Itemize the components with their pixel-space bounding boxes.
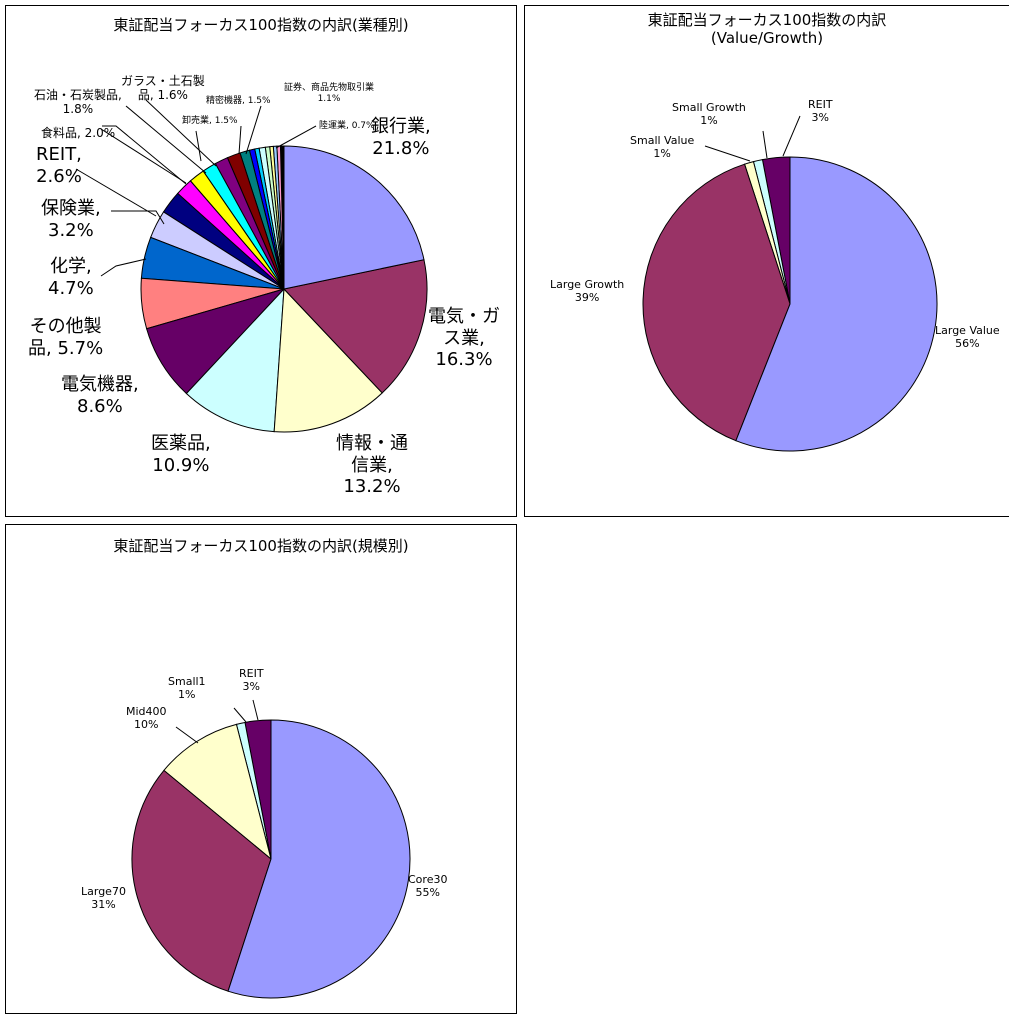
pie-slice: [227, 719, 411, 999]
label-securities: 証券、商品先物取引業 1.1%: [284, 83, 375, 104]
label-reit: REIT 3%: [239, 667, 264, 694]
pie-slice: [131, 769, 272, 992]
label-wholesale: 卸売業, 1.5%: [182, 116, 238, 126]
chart-title: 東証配当フォーカス100指数の内訳(規模別): [113, 537, 409, 555]
chart-title: 東証配当フォーカス100指数の内訳(業種別): [113, 16, 409, 34]
pie-slice: [273, 287, 383, 433]
label-small1: Small1 1%: [168, 675, 206, 702]
label-foods: 食料品, 2.0%: [41, 126, 116, 140]
label-chemicals: 化学, 4.7%: [48, 256, 94, 299]
pie-slice: [642, 163, 791, 442]
label-large-growth: Large Growth 39%: [550, 278, 625, 305]
label-small-value: Small Value 1%: [630, 134, 695, 161]
pie-slice: [283, 259, 428, 394]
pie-slice: [283, 145, 425, 290]
label-reit: REIT 3%: [808, 98, 833, 125]
pie-industry: [75, 99, 428, 433]
label-pharma: 医薬品, 10.9%: [151, 433, 211, 476]
label-mid400: Mid400 10%: [126, 705, 167, 732]
chart-value-growth: 東証配当フォーカス100指数の内訳 (Value/Growth) Large V…: [524, 5, 1009, 517]
label-electric-gas: 電気・ガ ス業, 16.3%: [428, 306, 500, 371]
pie-size: [131, 699, 411, 999]
chart-title: 東証配当フォーカス100指数の内訳 (Value/Growth): [647, 11, 887, 47]
chart-industry: 東証配当フォーカス100指数の内訳(業種別) 銀行業, 21.8% 電気・ガ ス…: [5, 5, 517, 517]
chart-size: 東証配当フォーカス100指数の内訳(規模別) Core30 55% Large7…: [5, 524, 517, 1014]
label-glass: ガラス・土石製 品, 1.6%: [121, 74, 205, 103]
label-precision: 精密機器, 1.5%: [206, 96, 271, 106]
label-large-value: Large Value 56%: [935, 324, 1000, 351]
leader-lines: [75, 99, 317, 277]
label-reit: REIT, 2.6%: [36, 144, 82, 187]
label-bank: 銀行業, 21.8%: [371, 116, 431, 159]
label-land-transport: 陸運業, 0.7%: [319, 121, 375, 131]
pie-slice: [735, 156, 938, 452]
pie-slice: [185, 287, 285, 433]
label-oil-coal: 石油・石炭製品, 1.8%: [34, 88, 122, 117]
label-electric-equip: 電気機器, 8.6%: [61, 374, 139, 417]
pie-value-growth: [642, 115, 938, 452]
label-large70: Large70 31%: [81, 885, 126, 912]
label-small-growth: Small Growth 1%: [672, 101, 746, 128]
label-other-products: その他製 品, 5.7%: [28, 316, 104, 359]
label-info-comm: 情報・通 信業, 13.2%: [336, 433, 408, 498]
label-core30: Core30 55%: [408, 873, 448, 900]
label-insurance: 保険業, 3.2%: [41, 198, 101, 241]
